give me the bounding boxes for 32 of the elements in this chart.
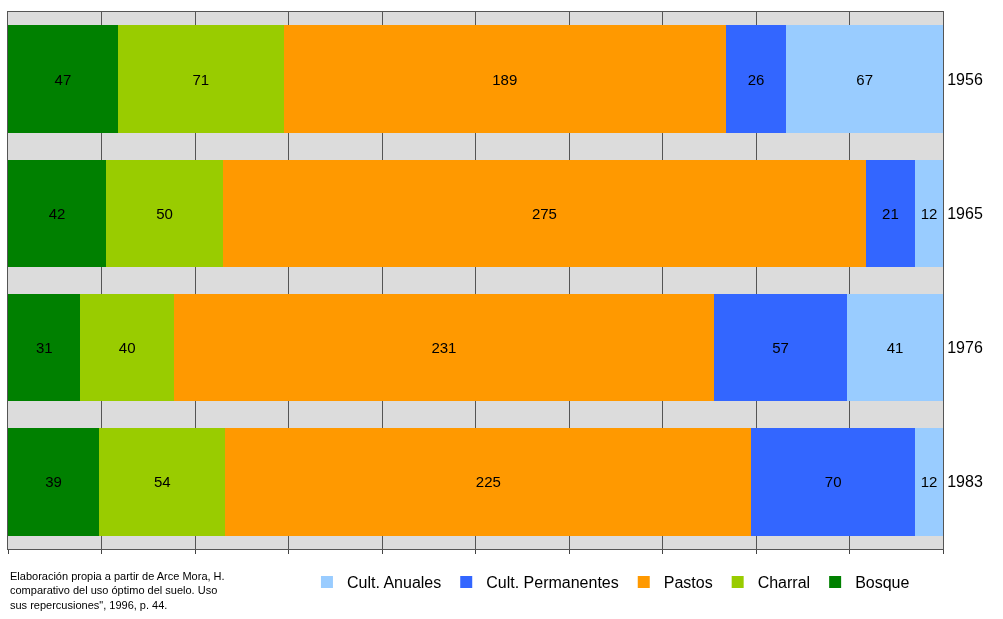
data-label: 231	[431, 339, 457, 357]
y-tick-label: 1956	[947, 70, 983, 88]
data-label: 21	[882, 204, 899, 222]
data-label: 70	[824, 473, 842, 491]
text: comparativo del uso óptimo del suelo. Uso	[10, 584, 218, 596]
data-label: 50	[156, 204, 173, 222]
data-label: 71	[192, 70, 210, 88]
legend-label: Bosque	[855, 574, 910, 592]
data-label: 42	[48, 204, 66, 222]
legend-label: Charral	[757, 574, 811, 592]
data-label: 47	[54, 70, 72, 88]
data-label: 189	[492, 70, 518, 88]
data-label: 41	[886, 339, 904, 357]
legend-label: Cult. Permanentes	[486, 574, 619, 592]
data-label: 12	[920, 473, 938, 491]
data-label: 39	[45, 473, 62, 491]
data-label: 225	[475, 473, 501, 491]
legend-label: Cult. Anuales	[346, 574, 442, 592]
text: Elaboración propia a partir de Arce Mora, H.	[10, 570, 225, 582]
data-label: 67	[856, 70, 874, 88]
text: sus repercusiones", 1996, p. 44.	[10, 599, 168, 611]
data-label: 57	[772, 339, 789, 357]
y-tick-label: 1983	[947, 473, 983, 491]
y-tick-label: 1976	[947, 339, 983, 357]
data-label: 54	[153, 473, 171, 491]
data-label: 275	[531, 204, 557, 222]
legend-label: Pastos	[663, 574, 713, 592]
data-label: 12	[920, 204, 938, 222]
y-tick-label: 1965	[947, 204, 983, 222]
data-label: 40	[118, 339, 136, 357]
data-label: 26	[747, 70, 765, 88]
data-label: 31	[35, 339, 53, 357]
